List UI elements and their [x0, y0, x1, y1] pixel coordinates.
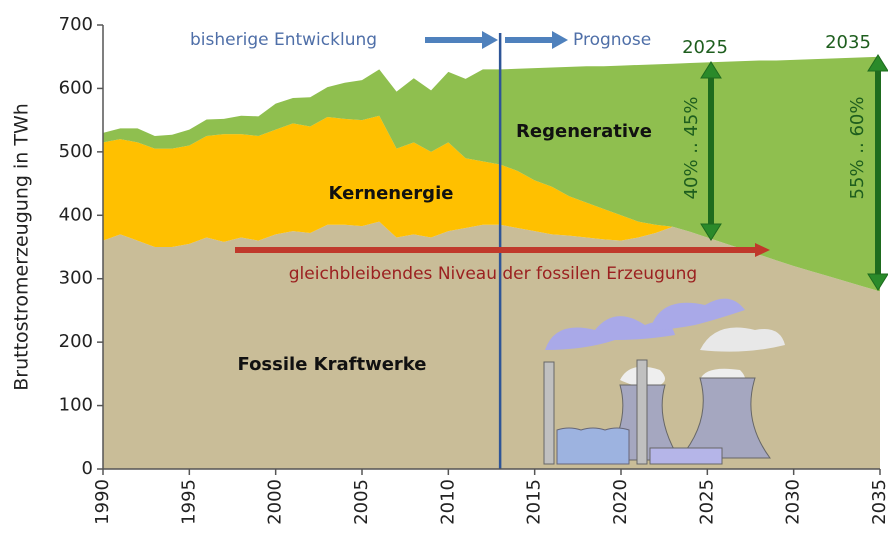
area-label: Kernenergie — [329, 183, 454, 204]
x-tick-label: 2020 — [610, 479, 631, 525]
axes: 0 100 200 300 400 500 600 700 1990 1995 2000 2005 20… — [59, 14, 888, 525]
x-tick-label: 1990 — [92, 479, 113, 525]
annotation: bisherige Entwicklung — [190, 30, 377, 50]
area — [103, 115, 880, 292]
y-tick-label: 100 — [59, 395, 93, 416]
y-tick-label: 400 — [59, 204, 93, 225]
x-tick-label: 2005 — [351, 479, 372, 525]
area-label: Regenerative — [516, 121, 652, 142]
area-label: Fossile Kraftwerke — [238, 354, 427, 375]
annotation: 2025 — [682, 37, 728, 58]
x-tick-label: 2025 — [696, 479, 717, 525]
y-tick-label: 700 — [59, 14, 93, 35]
x-tick-label: 2030 — [783, 479, 804, 525]
arrow-head — [482, 31, 498, 49]
arrow-head — [552, 31, 568, 49]
share-arrow — [700, 54, 888, 291]
annotation: 40% .. 45% — [681, 97, 702, 200]
y-tick-label: 0 — [82, 458, 93, 479]
x-tick-label: 2035 — [869, 479, 888, 525]
area — [103, 221, 880, 469]
annotation: gleichbleibendes Niveau der fossilen Erz… — [289, 264, 697, 284]
x-tick-label: 1995 — [178, 479, 199, 525]
arrow-head — [755, 243, 770, 257]
area — [103, 56, 880, 292]
x-tick-label: 2000 — [265, 479, 286, 525]
y-axis-label: Bruttostromerzeugung in TWh — [11, 103, 33, 391]
factory-illustration — [543, 298, 785, 465]
annotation: 2035 — [825, 32, 871, 53]
y-tick-label: 300 — [59, 268, 93, 289]
y-tick-label: 200 — [59, 331, 93, 352]
areas — [103, 56, 880, 469]
annotation: Prognose — [573, 30, 651, 50]
y-tick-label: 500 — [59, 141, 93, 162]
x-tick-label: 2015 — [524, 479, 545, 525]
y-tick-label: 600 — [59, 77, 93, 98]
x-tick-label: 2010 — [437, 479, 458, 525]
annotation: 55% .. 60% — [847, 97, 868, 200]
